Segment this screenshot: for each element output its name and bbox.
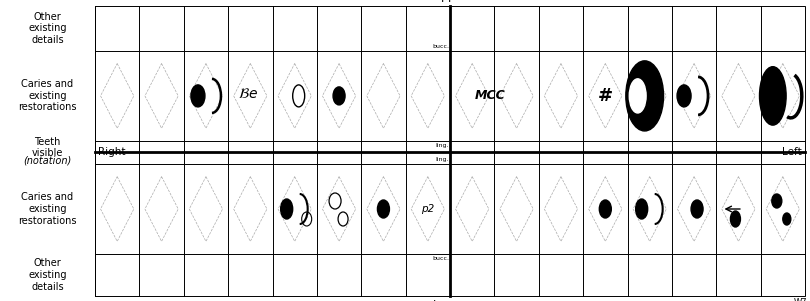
Text: ling.: ling. — [436, 143, 449, 148]
Text: #: # — [598, 87, 613, 105]
Text: MCC: MCC — [475, 89, 505, 102]
Text: $\mathcal{B}$e: $\mathcal{B}$e — [238, 87, 258, 101]
Text: ling.: ling. — [436, 157, 449, 162]
Text: Lower: Lower — [433, 300, 467, 301]
Text: p2: p2 — [421, 204, 434, 214]
Ellipse shape — [191, 85, 205, 107]
Text: Caries and
existing
restorations: Caries and existing restorations — [19, 192, 77, 226]
Ellipse shape — [599, 200, 612, 218]
Text: Right: Right — [98, 147, 126, 157]
Text: (notation): (notation) — [23, 155, 71, 166]
Ellipse shape — [281, 199, 292, 219]
Text: Upper: Upper — [433, 0, 467, 2]
Ellipse shape — [629, 79, 646, 113]
Ellipse shape — [677, 85, 691, 107]
Ellipse shape — [626, 61, 663, 131]
Text: Caries and
existing
restorations: Caries and existing restorations — [19, 79, 77, 113]
Ellipse shape — [691, 200, 703, 218]
Ellipse shape — [731, 211, 740, 227]
Text: bucc.: bucc. — [432, 256, 449, 261]
Ellipse shape — [782, 213, 791, 225]
Ellipse shape — [636, 199, 648, 219]
Text: W7: W7 — [793, 298, 807, 301]
Ellipse shape — [377, 200, 390, 218]
Text: Other
existing
details: Other existing details — [28, 258, 66, 292]
Ellipse shape — [772, 194, 782, 208]
Text: Left: Left — [782, 147, 802, 157]
Text: bucc.: bucc. — [432, 44, 449, 49]
Text: Other
existing
details: Other existing details — [28, 12, 66, 45]
Ellipse shape — [333, 87, 345, 105]
Ellipse shape — [760, 67, 787, 125]
Text: Teeth
visible: Teeth visible — [32, 137, 63, 158]
